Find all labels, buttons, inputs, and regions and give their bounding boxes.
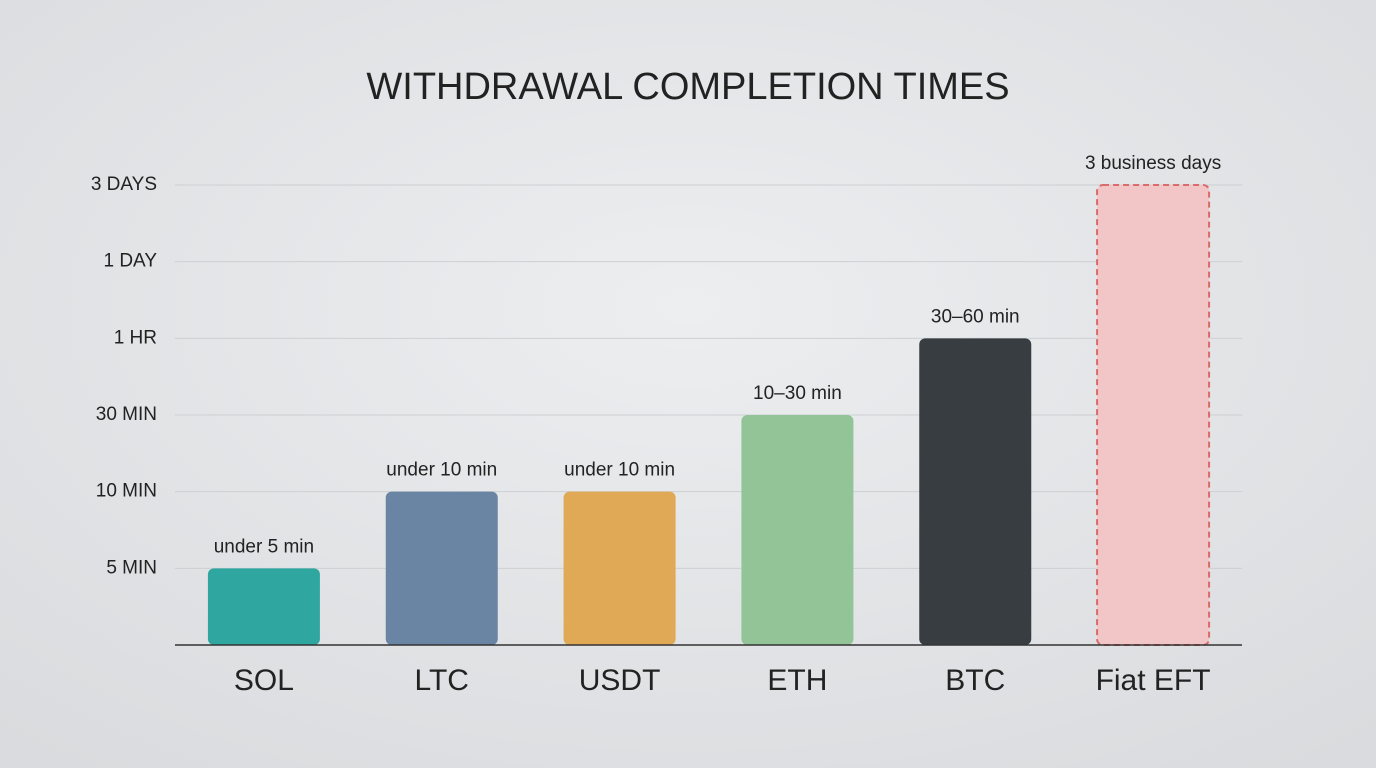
x-tick-label: ETH <box>767 664 827 697</box>
bar <box>1096 184 1211 646</box>
value-label: 10–30 min <box>753 383 842 404</box>
value-label: under 5 min <box>214 536 314 557</box>
value-label: 3 business days <box>1085 153 1221 174</box>
x-tick-label: Fiat EFT <box>1096 664 1211 697</box>
y-tick-label: 30 MIN <box>96 404 157 425</box>
chart-title: WITHDRAWAL COMPLETION TIMES <box>366 66 1009 108</box>
x-tick-label: LTC <box>415 664 469 697</box>
bar <box>563 491 676 645</box>
y-tick-label: 1 HR <box>114 327 157 348</box>
value-label: 30–60 min <box>931 306 1020 327</box>
y-tick-label: 5 MIN <box>106 557 157 578</box>
bar <box>919 338 1032 645</box>
x-tick-label: SOL <box>234 664 294 697</box>
value-label: under 10 min <box>564 460 675 481</box>
value-label: under 10 min <box>386 460 497 481</box>
x-tick-label: USDT <box>579 664 661 697</box>
bar <box>207 568 320 645</box>
y-tick-label: 10 MIN <box>96 481 157 502</box>
bar <box>385 491 498 645</box>
y-tick-label: 1 DAY <box>103 251 157 272</box>
x-tick-label: BTC <box>945 664 1005 697</box>
bar <box>741 415 854 645</box>
y-tick-label: 3 DAYS <box>91 174 157 195</box>
